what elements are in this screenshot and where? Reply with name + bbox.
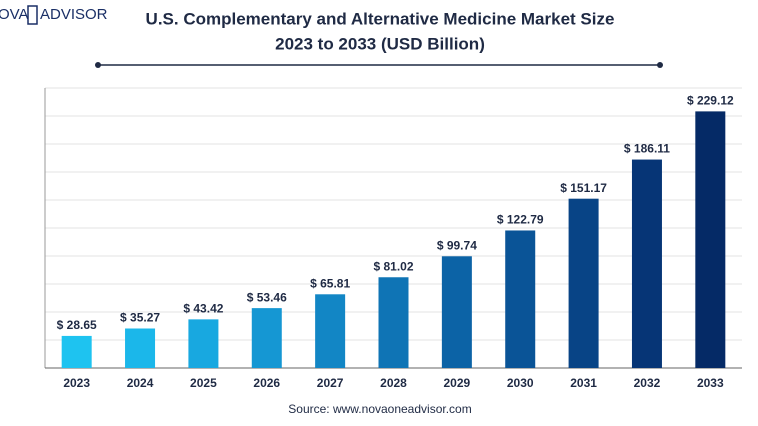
- value-label: $ 122.79: [497, 213, 544, 227]
- x-tick-label: 2027: [317, 376, 344, 390]
- value-label: $ 151.17: [560, 181, 607, 195]
- x-tick-label: 2031: [570, 376, 597, 390]
- bar: [505, 230, 536, 368]
- bar: [315, 294, 346, 368]
- bar: [61, 335, 92, 368]
- x-tick-label: 2030: [507, 376, 534, 390]
- bar: [631, 159, 662, 368]
- value-label: $ 186.11: [624, 142, 670, 156]
- x-tick-label: 2033: [697, 376, 724, 390]
- bar: [568, 198, 599, 368]
- value-label: $ 229.12: [687, 94, 734, 108]
- bar: [695, 111, 726, 369]
- logo-right: ADVISOR: [40, 6, 108, 23]
- chart-title: U.S. Complementary and Alternative Medic…: [146, 9, 615, 28]
- chart-subtitle: 2023 to 2033 (USD Billion): [275, 34, 485, 53]
- value-label: $ 65.81: [310, 276, 350, 290]
- value-label: $ 99.74: [437, 238, 477, 252]
- value-label: $ 35.27: [120, 311, 160, 325]
- x-tick-label: 2024: [127, 376, 154, 390]
- source: Source: www.novaoneadvisor.com: [288, 402, 471, 416]
- value-label: $ 53.46: [247, 290, 287, 304]
- x-tick-label: 2025: [190, 376, 217, 390]
- x-tick-label: 2023: [63, 376, 90, 390]
- x-tick-label: 2029: [444, 376, 471, 390]
- x-tick-label: 2032: [634, 376, 661, 390]
- bar: [251, 308, 282, 368]
- bar: [188, 319, 219, 368]
- rule-dot: [95, 62, 101, 68]
- value-label: $ 28.65: [57, 318, 97, 332]
- logo-left: OVA: [0, 6, 29, 23]
- bar: [441, 256, 472, 368]
- logo-icon: [27, 5, 38, 25]
- x-tick-label: 2026: [253, 376, 280, 390]
- value-label: $ 43.42: [183, 302, 223, 316]
- rule-dot: [657, 62, 663, 68]
- logo-bg: [0, 0, 112, 38]
- bar: [378, 277, 409, 368]
- bar: [125, 328, 156, 368]
- value-label: $ 81.02: [373, 259, 413, 273]
- x-tick-label: 2028: [380, 376, 407, 390]
